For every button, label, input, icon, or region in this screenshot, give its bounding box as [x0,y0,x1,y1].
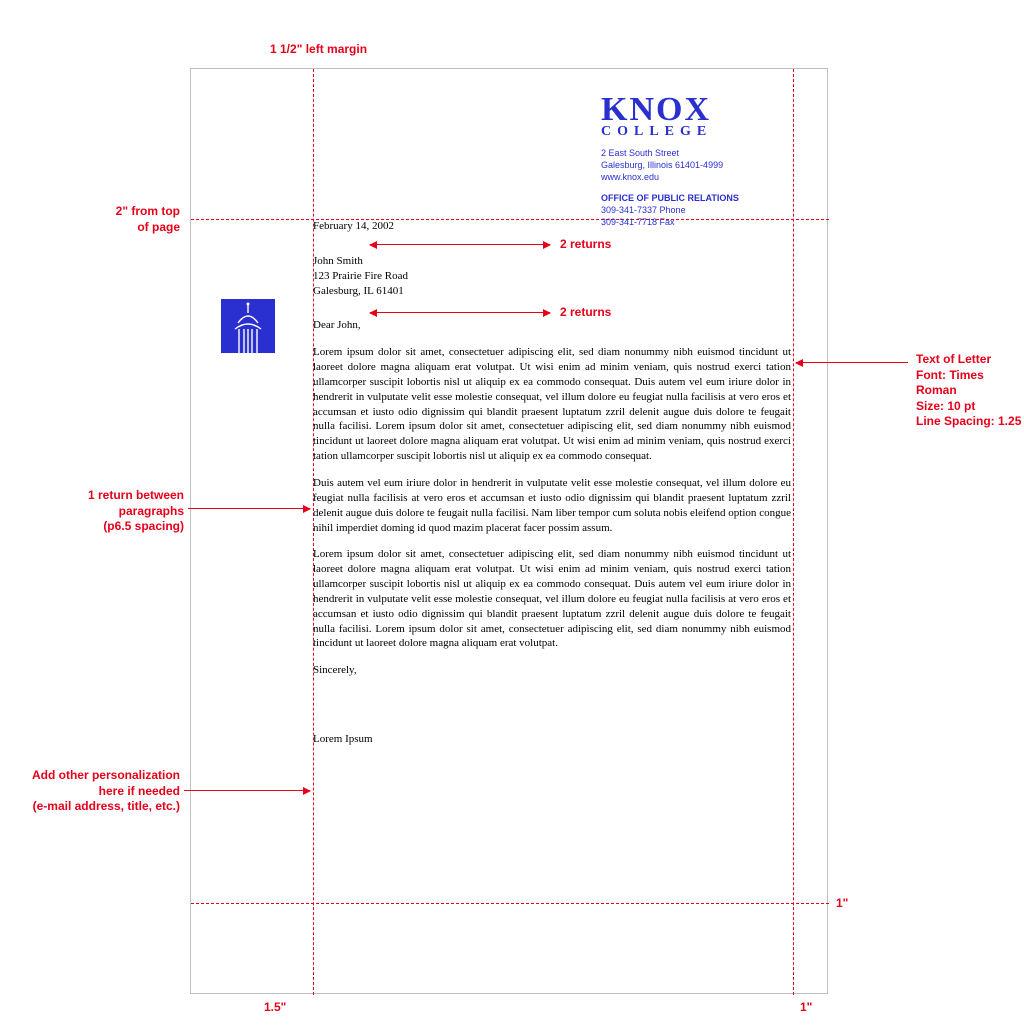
page-outline: KNOX COLLEGE 2 East South Street Galesbu… [190,68,828,994]
ann-top-of-page: 2" from top of page [96,204,180,235]
guide-right-margin [793,69,794,995]
brand-line1: KNOX [601,95,791,126]
addr-1: Galesburg, Illinois 61401-4999 [601,160,791,172]
brand-line2: COLLEGE [601,126,791,139]
ann-bottom-right: 1" [800,1000,812,1016]
arrow-text-spec [796,362,908,363]
arrow-2returns-2 [370,312,550,313]
guide-bottom-margin [191,903,829,904]
recipient-0: John Smith [313,254,791,269]
letter-date: February 14, 2002 [313,219,791,234]
arrow-para-spacing [188,508,310,509]
para-1: Duis autem vel eum iriure dolor in hendr… [313,476,791,535]
ann-left-margin: 1 1/2" left margin [270,42,367,58]
addr-2: www.knox.edu [601,172,791,184]
recipient-1: 123 Prairie Fire Road [313,269,791,284]
para-2: Lorem ipsum dolor sit amet, consectetuer… [313,547,791,651]
ann-right-1in: 1" [836,896,848,912]
letter-body: February 14, 2002 John Smith 123 Prairie… [313,219,791,747]
addr-0: 2 East South Street [601,148,791,160]
ann-para-spacing: 1 return between paragraphs (p6.5 spacin… [60,488,184,535]
arrow-personalization [184,790,310,791]
recipient-2: Galesburg, IL 61401 [313,284,791,299]
office-heading: OFFICE OF PUBLIC RELATIONS [601,193,791,205]
brand-address: 2 East South Street Galesburg, Illinois … [601,148,791,183]
signature: Lorem Ipsum [313,732,791,747]
ann-bottom-left: 1.5" [264,1000,286,1016]
letterhead: KNOX COLLEGE 2 East South Street Galesbu… [601,95,791,228]
ann-text-spec: Text of Letter Font: Times Roman Size: 1… [916,352,1024,430]
ann-2returns-1: 2 returns [560,237,611,253]
arrow-2returns-1 [370,244,550,245]
diagram-canvas: KNOX COLLEGE 2 East South Street Galesbu… [0,0,1024,1029]
dome-icon [221,299,275,353]
office-phone: 309-341-7337 Phone [601,205,791,217]
ann-personalization: Add other personalization here if needed… [22,768,180,815]
closing: Sincerely, [313,663,791,678]
ann-2returns-2: 2 returns [560,305,611,321]
salutation: Dear John, [313,318,791,333]
para-0: Lorem ipsum dolor sit amet, consectetuer… [313,345,791,464]
